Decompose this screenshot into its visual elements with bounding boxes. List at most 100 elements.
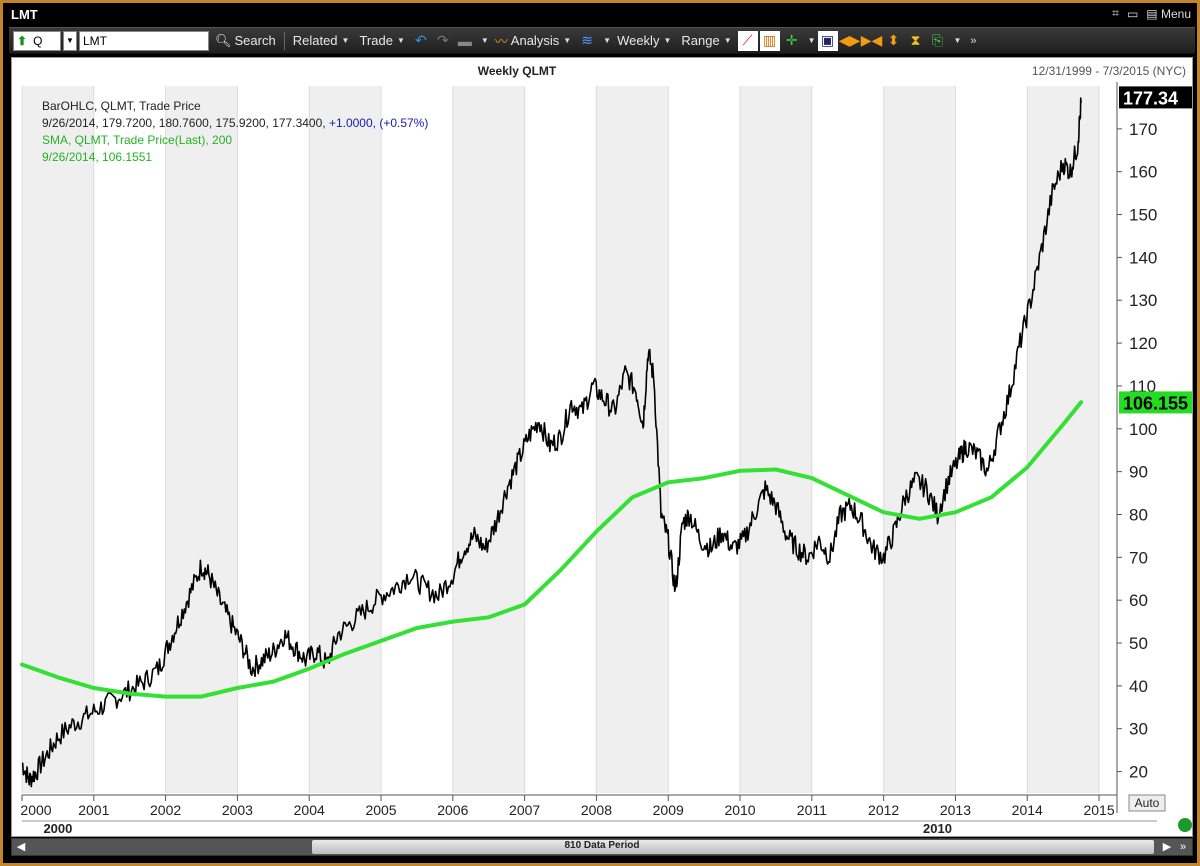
x-tick-label: 2010 — [724, 802, 755, 818]
chevron-down-icon[interactable]: ▼ — [953, 36, 962, 45]
y-tick-label: 140 — [1129, 248, 1157, 267]
crosshair-icon[interactable]: ✛ — [785, 32, 798, 48]
chart-panel: Price20304050607080901001101201301401501… — [11, 57, 1193, 837]
x-tick-label: 2014 — [1012, 802, 1043, 818]
price-chart[interactable]: Price20304050607080901001101201301401501… — [12, 58, 1192, 836]
price-axis-area — [1117, 82, 1192, 797]
y-tick-label: 120 — [1129, 334, 1157, 353]
sma-value-label: 106.155 — [1123, 393, 1188, 413]
legend-series-line: BarOHLC, QLMT, Trade Price — [42, 99, 201, 113]
y-tick-label: 160 — [1129, 163, 1157, 182]
window-title: LMT — [11, 7, 38, 22]
scroll-thumb[interactable] — [312, 840, 1154, 854]
arrows-up-down-icon[interactable]: ⬍ — [887, 32, 900, 48]
chevron-down-icon: ▼ — [723, 36, 732, 45]
range-label: Range — [681, 33, 720, 48]
title-bar: LMT ⌗ ▭ ▤ Menu — [3, 3, 1197, 25]
time-scrollbar[interactable]: ◀ 810 Data Period ▶ » — [11, 838, 1193, 856]
more-icon[interactable]: » — [970, 34, 977, 47]
link-icon[interactable]: ⌗ — [1112, 6, 1119, 20]
y-tick-label: 70 — [1129, 548, 1148, 567]
year-band — [596, 86, 669, 793]
y-tick-label: 90 — [1129, 463, 1148, 482]
x-tick-label: 2000 — [20, 802, 51, 818]
trade-menu[interactable]: Trade ▼ — [355, 30, 408, 52]
scroll-left-icon[interactable]: ◀ — [16, 841, 26, 853]
restore-icon[interactable]: ▭ — [1126, 6, 1139, 21]
y-tick-label: 50 — [1129, 634, 1148, 653]
chevron-down-icon[interactable]: ▼ — [603, 36, 612, 45]
analysis-menu[interactable]: 〰 Analysis ▼ — [491, 30, 575, 52]
candle-chart-icon[interactable]: ▥ — [759, 30, 780, 51]
related-menu[interactable]: Related ▼ — [289, 30, 354, 52]
analysis-icon: 〰 — [494, 34, 508, 49]
export-icon[interactable]: ⎘ — [931, 32, 944, 48]
y-tick-label: 30 — [1129, 720, 1148, 739]
window-icon[interactable]: ▣ — [817, 30, 838, 51]
auto-scale-button — [1128, 794, 1166, 812]
undo-icon[interactable]: ↶ — [414, 32, 427, 48]
chevron-down-icon: ▼ — [341, 36, 350, 45]
menu-button[interactable]: ▤ Menu — [1146, 7, 1191, 21]
y-tick-label: 40 — [1129, 677, 1148, 696]
x-tick-label: 2002 — [150, 802, 181, 818]
menu-icon: ▤ — [1146, 6, 1158, 21]
x-tick-label: 2015 — [1083, 802, 1114, 818]
data-period-label: 810 Data Period — [564, 840, 640, 851]
legend-values-line: 9/26/2014, 179.7200, 180.7600, 175.9200,… — [42, 115, 428, 132]
ticker-type-select[interactable]: ⬆ Q — [13, 30, 61, 51]
chart-date-range: 12/31/1999 - 7/3/2015 (NYC) — [1031, 64, 1186, 78]
chevron-down-icon[interactable]: ▼ — [807, 36, 816, 45]
y-tick-label: 150 — [1129, 206, 1157, 225]
scroll-right-icon[interactable]: ▶ — [1162, 841, 1172, 853]
sma-series-line — [20, 400, 1084, 699]
x-tick-label: 2004 — [294, 802, 325, 818]
x-tick-label: 2008 — [581, 802, 612, 818]
y-tick-label: 130 — [1129, 291, 1157, 310]
legend-sma-value: 9/26/2014, 106.1551 — [42, 150, 153, 164]
year-band — [883, 86, 956, 793]
ticker-input[interactable] — [79, 30, 209, 51]
range-menu[interactable]: Range ▼ — [677, 30, 735, 52]
menu-label: Menu — [1160, 6, 1191, 21]
ticker-type-label: Q — [33, 33, 43, 48]
auto-scale-label: Auto — [1135, 796, 1160, 810]
hourglass-icon[interactable]: ⧗ — [910, 32, 921, 48]
y-tick-label: 110 — [1129, 377, 1156, 396]
separator — [283, 31, 285, 50]
sma-value-tag — [1119, 391, 1192, 414]
decade-label: 2000 — [43, 821, 72, 836]
scroll-end-icon[interactable]: » — [1179, 841, 1187, 853]
chevron-down-icon: ▼ — [663, 36, 672, 45]
legend-ohlc-values: 9/26/2014, 179.7200, 180.7600, 175.9200,… — [42, 116, 326, 130]
waves-icon[interactable]: ≋ — [581, 32, 593, 48]
redo-icon[interactable]: ↷ — [436, 32, 449, 48]
chevron-down-icon: ▼ — [396, 36, 405, 45]
year-band — [22, 86, 94, 793]
y-tick-label: 60 — [1129, 591, 1148, 610]
arrows-inward-icon[interactable]: ▶◀ — [860, 32, 883, 48]
weekly-label: Weekly — [617, 33, 660, 48]
chevron-down-icon: ▼ — [563, 36, 572, 45]
last-price-tag — [1119, 86, 1192, 109]
price-series-line — [21, 97, 1082, 788]
chevron-down-icon[interactable]: ▼ — [480, 36, 489, 45]
search-label: Search — [234, 33, 276, 48]
chevron-down-icon: ▼ — [66, 36, 74, 45]
window-controls: ⌗ ▭ ▤ Menu — [1112, 6, 1191, 21]
analysis-label: Analysis — [510, 33, 560, 48]
weekly-menu[interactable]: Weekly ▼ — [613, 30, 675, 52]
x-tick-label: 2009 — [653, 802, 684, 818]
folder-icon[interactable]: ▬ — [457, 32, 472, 49]
search-button[interactable]: 🔍︎ Search — [211, 30, 280, 52]
ticker-dropdown-button[interactable]: ▼ — [63, 30, 77, 51]
y-tick-label: 100 — [1129, 420, 1157, 439]
line-chart-icon[interactable]: ⟋ — [737, 30, 758, 51]
trade-label: Trade — [359, 33, 393, 48]
decade-label: 2010 — [923, 821, 952, 836]
arrows-left-right-icon[interactable]: ◀▶ — [838, 32, 861, 48]
x-tick-label: 2005 — [365, 802, 396, 818]
toolbar: ⬆ Q ▼ 🔍︎Search Related▼ Trade▼ ↶ ↷ ▬ ▼ 〰… — [9, 27, 1195, 54]
status-indicator-icon — [1178, 818, 1192, 832]
